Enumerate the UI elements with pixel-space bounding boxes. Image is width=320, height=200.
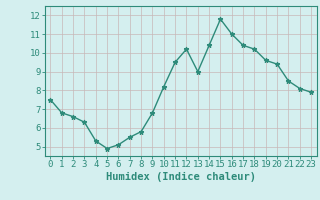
X-axis label: Humidex (Indice chaleur): Humidex (Indice chaleur) bbox=[106, 172, 256, 182]
